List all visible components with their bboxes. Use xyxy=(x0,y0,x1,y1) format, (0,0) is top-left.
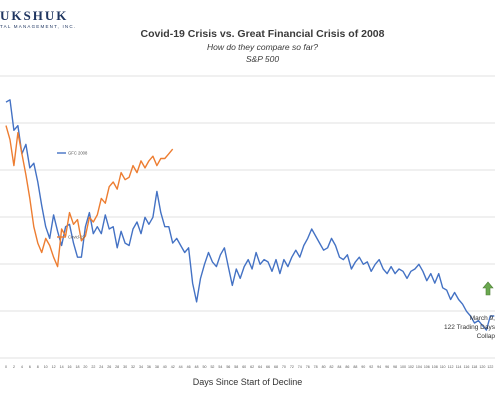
annotation-line: Collap xyxy=(476,333,495,340)
x-tick-label: 54 xyxy=(218,365,222,369)
x-tick-label: 0 xyxy=(5,365,7,369)
x-tick-label: 8 xyxy=(37,365,39,369)
x-tick-label: 38 xyxy=(155,365,159,369)
x-tick-label: 36 xyxy=(147,365,151,369)
x-tick-label: 72 xyxy=(290,365,294,369)
x-tick-label: 4 xyxy=(21,365,23,369)
x-tick-label: 94 xyxy=(377,365,381,369)
x-tick-label: 106 xyxy=(424,365,430,369)
march-9-annotation: March 9, 122 Trading Days Collap xyxy=(425,314,495,341)
x-tick-label: 40 xyxy=(163,365,167,369)
x-tick-label: 66 xyxy=(266,365,270,369)
x-tick-label: 108 xyxy=(432,365,438,369)
x-tick-label: 98 xyxy=(393,365,397,369)
series-line xyxy=(5,99,495,331)
x-tick-label: 84 xyxy=(337,365,341,369)
x-tick-label: 28 xyxy=(115,365,119,369)
series-line xyxy=(5,125,174,268)
x-tick-label: 82 xyxy=(330,365,334,369)
legend-label: Covid-19 xyxy=(68,235,85,240)
x-tick-label: 46 xyxy=(187,365,191,369)
x-tick-label: 56 xyxy=(226,365,230,369)
x-tick-label: 14 xyxy=(60,365,64,369)
chart-subtitle: How do they compare so far? xyxy=(206,42,319,52)
x-tick-label: 92 xyxy=(369,365,373,369)
x-tick-label: 22 xyxy=(91,365,95,369)
x-tick-label: 12 xyxy=(52,365,56,369)
x-tick-label: 42 xyxy=(171,365,175,369)
x-tick-labels: 0 2 4 6 8 10 12 14 16 18 20 22 24 26 28 30 32 34 36 38 40 42 4… xyxy=(5,365,493,369)
chart-title: Covid-19 Crisis vs. Great Financial Cris… xyxy=(140,28,385,40)
x-tick-label: 44 xyxy=(179,365,183,369)
x-tick-label: 30 xyxy=(123,365,127,369)
x-tick-label: 104 xyxy=(416,365,422,369)
x-tick-label: 60 xyxy=(242,365,246,369)
x-tick-label: 122 xyxy=(487,365,493,369)
x-tick-label: 76 xyxy=(306,365,310,369)
x-tick-label: 78 xyxy=(314,365,318,369)
logo: UKSHUK TAL MANAGEMENT, INC. xyxy=(0,8,76,29)
x-tick-label: 96 xyxy=(385,365,389,369)
x-tick-label: 24 xyxy=(99,365,103,369)
up-arrow-icon xyxy=(482,281,494,296)
x-tick-label: 6 xyxy=(29,365,31,369)
x-tick-label: 102 xyxy=(408,365,414,369)
x-tick-label: 32 xyxy=(131,365,135,369)
x-tick-label: 52 xyxy=(210,365,214,369)
x-tick-label: 10 xyxy=(44,365,48,369)
x-tick-label: 2 xyxy=(13,365,15,369)
legend-label: GFC 2008 xyxy=(68,151,88,156)
x-tick-label: 120 xyxy=(479,365,485,369)
x-tick-label: 86 xyxy=(345,365,349,369)
x-tick-label: 74 xyxy=(298,365,302,369)
x-tick-label: 16 xyxy=(68,365,72,369)
chart-subtitle-index: S&P 500 xyxy=(245,54,280,64)
x-tick-label: 114 xyxy=(456,365,462,369)
x-tick-label: 34 xyxy=(139,365,143,369)
x-tick-label: 64 xyxy=(258,365,262,369)
x-tick-label: 88 xyxy=(353,365,357,369)
annotation-line: March 9, xyxy=(469,315,495,322)
annotation-line: 122 Trading Days xyxy=(444,324,495,331)
chart-titles: Covid-19 Crisis vs. Great Financial Cris… xyxy=(115,28,410,64)
x-tick-label: 100 xyxy=(400,365,406,369)
series-legend: GFC 2008 Covid-19 xyxy=(57,151,88,240)
x-tick-label: 18 xyxy=(75,365,79,369)
x-tick-label: 68 xyxy=(274,365,278,369)
series-lines xyxy=(5,99,495,331)
x-tick-label: 50 xyxy=(203,365,207,369)
logo-tagline: TAL MANAGEMENT, INC. xyxy=(0,24,77,29)
x-tick-label: 48 xyxy=(195,365,199,369)
x-tick-label: 90 xyxy=(361,365,365,369)
logo-name: UKSHUK xyxy=(0,8,69,23)
x-tick-label: 110 xyxy=(440,365,446,369)
x-tick-label: 116 xyxy=(464,365,470,369)
x-tick-label: 20 xyxy=(83,365,87,369)
x-tick-label: 26 xyxy=(107,365,111,369)
march-9-arrow xyxy=(482,281,494,296)
x-tick-label: 62 xyxy=(250,365,254,369)
x-tick-label: 80 xyxy=(322,365,326,369)
x-tick-label: 118 xyxy=(472,365,478,369)
x-tick-label: 70 xyxy=(282,365,286,369)
x-tick-label: 112 xyxy=(448,365,454,369)
gridlines xyxy=(0,75,495,359)
x-tick-label: 58 xyxy=(234,365,238,369)
x-axis-label: Days Since Start of Decline xyxy=(192,377,303,387)
